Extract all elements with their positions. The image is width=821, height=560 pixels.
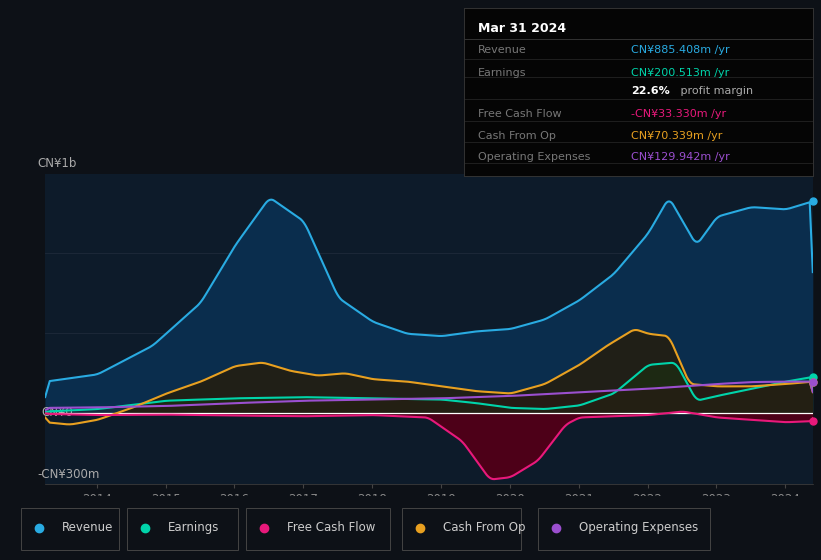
Text: Earnings: Earnings [168,521,220,534]
Text: Cash From Op: Cash From Op [478,131,556,141]
Text: -CN¥300m: -CN¥300m [38,468,100,481]
Text: Revenue: Revenue [62,521,113,534]
Text: profit margin: profit margin [677,86,753,96]
Text: Operating Expenses: Operating Expenses [478,152,590,162]
Text: Free Cash Flow: Free Cash Flow [287,521,376,534]
Text: Operating Expenses: Operating Expenses [579,521,698,534]
Text: -CN¥33.330m /yr: -CN¥33.330m /yr [631,109,727,119]
Text: 22.6%: 22.6% [631,86,670,96]
Text: CN¥129.942m /yr: CN¥129.942m /yr [631,152,730,162]
Text: Cash From Op: Cash From Op [443,521,525,534]
Text: Free Cash Flow: Free Cash Flow [478,109,562,119]
Text: Revenue: Revenue [478,45,526,55]
Text: CN¥1b: CN¥1b [38,157,77,170]
Text: CN¥70.339m /yr: CN¥70.339m /yr [631,131,722,141]
Text: Earnings: Earnings [478,68,526,78]
Text: Mar 31 2024: Mar 31 2024 [478,22,566,35]
Text: CN¥0: CN¥0 [41,406,73,419]
Text: CN¥885.408m /yr: CN¥885.408m /yr [631,45,730,55]
Text: CN¥200.513m /yr: CN¥200.513m /yr [631,68,730,78]
